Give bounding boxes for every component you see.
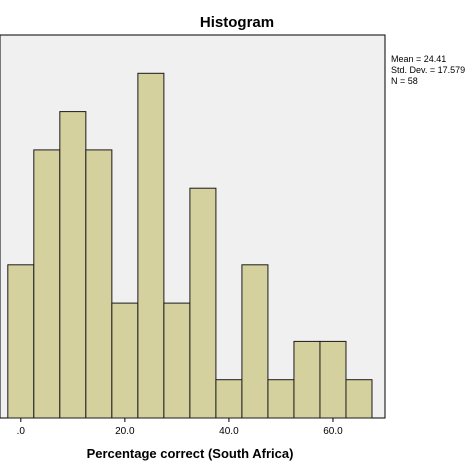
stat-std-dev: Std. Dev. = 17.579 [391,65,465,75]
histogram-bar [346,380,372,418]
histogram-bar [86,150,112,418]
histogram-bar [190,188,216,418]
histogram-bar [320,341,346,418]
histogram-bar [164,303,190,418]
x-axis-ticks: .0 20.0 40.0 60.0 [17,418,344,437]
stat-mean: Mean = 24.41 [391,54,446,64]
histogram-bar [216,380,242,418]
histogram-bar [112,303,138,418]
histogram-bar [60,112,86,418]
x-axis-label: Percentage correct (South Africa) [87,446,294,461]
x-tick-label: .0 [17,426,26,437]
chart-title: Histogram [200,14,274,31]
x-tick-label: 60.0 [323,426,343,437]
histogram-bar [268,380,294,418]
x-tick-label: 40.0 [219,426,239,437]
stat-n: N = 58 [391,76,418,86]
histogram-bar [34,150,60,418]
stats-legend: Mean = 24.41 Std. Dev. = 17.579 N = 58 [391,54,465,86]
histogram-bar [294,341,320,418]
histogram-bar [8,265,34,418]
histogram-bar [242,265,268,418]
histogram-bar [138,73,164,418]
x-tick-label: 20.0 [115,426,135,437]
